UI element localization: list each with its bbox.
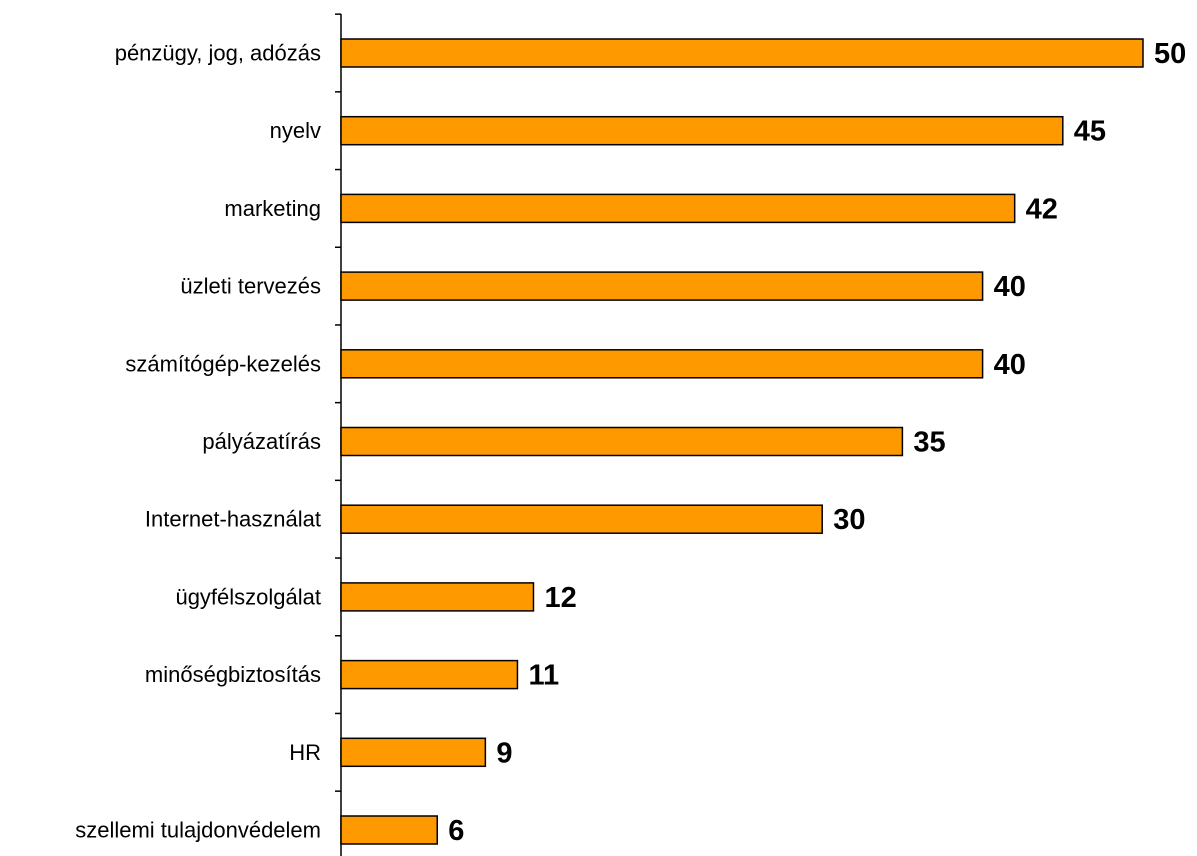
category-label: Internet-használat (145, 507, 321, 532)
category-label: pénzügy, jog, adózás (115, 41, 321, 66)
value-label: 35 (913, 427, 945, 459)
bar (340, 38, 1144, 68)
bar (340, 271, 984, 301)
category-label: ügyfélszolgálat (175, 584, 321, 609)
category-label: nyelv (270, 118, 321, 143)
bar (340, 737, 487, 768)
category-label: minőségbiztosítás (145, 662, 321, 687)
category-label: marketing (224, 196, 321, 221)
category-label: pályázatírás (202, 429, 321, 454)
bar (340, 659, 519, 690)
value-label: 45 (1074, 116, 1106, 148)
value-label: 30 (833, 504, 865, 536)
value-label: 9 (496, 737, 512, 769)
bar (340, 815, 438, 845)
bar (340, 504, 823, 534)
category-label: szellemi tulajdonvédelem (75, 818, 321, 843)
bars-group (340, 38, 1144, 845)
value-label: 12 (544, 582, 576, 614)
value-label: 40 (994, 271, 1026, 303)
category-label: üzleti tervezés (180, 274, 321, 299)
bar (340, 115, 1064, 146)
category-label: HR (289, 740, 321, 765)
category-label: számítógép-kezelés (125, 351, 321, 376)
value-label: 42 (1026, 193, 1058, 225)
bar (340, 426, 904, 457)
y-axis-ticks (335, 13, 341, 792)
bar (340, 582, 535, 612)
value-label: 40 (994, 349, 1026, 381)
value-label: 50 (1154, 38, 1186, 70)
value-label: 11 (528, 660, 559, 692)
category-labels: pénzügy, jog, adózás nyelv marketing üzleti… (75, 41, 321, 843)
bar (340, 193, 1016, 224)
value-labels: 50 45 42 40 40 35 30 12 11 9 6 (448, 38, 1186, 847)
bar (340, 349, 984, 379)
value-label: 6 (448, 815, 464, 847)
